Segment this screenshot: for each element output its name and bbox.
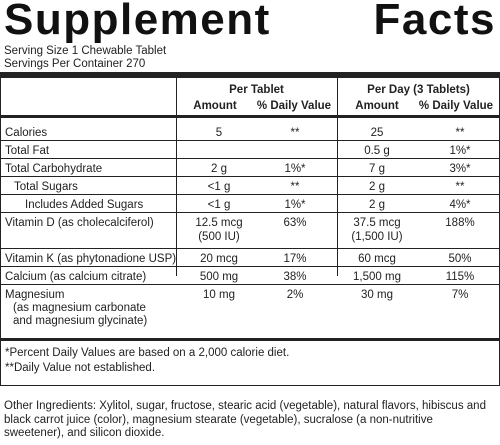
row-dv-per-day: 188% (445, 217, 475, 229)
row-amount-per-tablet: 20 mcg (200, 253, 238, 265)
title-word-facts: Facts (373, 0, 496, 44)
row-divider (0, 284, 500, 285)
row-amount-per-tablet: 10 mg (203, 289, 235, 301)
row-amount-per-day: 7 g (369, 163, 385, 175)
row-amount-per-day: 0.5 g (364, 145, 390, 157)
other-ingredients: Other Ingredients: Xylitol, sugar, fruct… (4, 400, 486, 439)
header-per-day: Per Day (3 Tablets) (367, 84, 470, 96)
row-name-detail: (as magnesium carbonate (13, 302, 146, 314)
row-name: Total Carbohydrate (5, 163, 103, 175)
header-amount-1: Amount (193, 100, 237, 112)
row-amount-per-day: 30 mg (361, 289, 393, 301)
row-name: Calories (5, 127, 48, 139)
header-rule (0, 115, 500, 118)
row-name-detail: and magnesium glycinate) (13, 315, 148, 327)
row-name: Vitamin K (as phytonadione USP) (5, 253, 177, 265)
row-dv-per-day: ** (455, 127, 465, 139)
row-dv-per-tablet: ** (290, 127, 300, 139)
row-divider (0, 176, 500, 177)
row-divider (0, 158, 500, 159)
row-dv-per-tablet: 63% (283, 217, 307, 229)
row-dv-per-tablet: 38% (283, 271, 307, 283)
header-amount-2: Amount (355, 100, 399, 112)
row-amount-per-day: 1,500 mg (353, 271, 401, 283)
row-amount-per-day: 25 (370, 127, 384, 139)
row-divider (0, 212, 500, 213)
row-amount-per-day: 37.5 mcg (353, 217, 401, 229)
row-dv-per-day: ** (455, 181, 465, 193)
row-amount-per-tablet: 2 g (211, 163, 227, 175)
row-amount-per-tablet: <1 g (207, 199, 231, 211)
row-dv-per-tablet: 1%* (284, 199, 306, 211)
footnote-daily-values: *Percent Daily Values are based on a 2,0… (5, 347, 290, 359)
row-amount-per-day-iu: (1,500 IU) (351, 231, 403, 243)
row-dv-per-day: 3%* (449, 163, 471, 175)
row-dv-per-day: 1%* (449, 145, 471, 157)
left-border (0, 72, 1, 385)
bottom-border (0, 385, 500, 386)
row-name: Magnesium (5, 289, 65, 301)
top-rule (0, 72, 500, 78)
title-word-supplement: Supplement (4, 0, 271, 44)
column-divider-2 (337, 78, 338, 276)
row-name: Includes Added Sugars (25, 199, 144, 211)
row-amount-per-tablet: <1 g (207, 181, 231, 193)
row-dv-per-day: 7% (451, 289, 469, 301)
row-name: Total Sugars (14, 181, 78, 193)
row-divider (0, 194, 500, 195)
supplement-facts-title: Supplement Facts (4, 0, 496, 42)
row-dv-per-tablet: 1%* (284, 163, 306, 175)
header-dv-2: % Daily Value (418, 100, 494, 112)
footnote-rule (0, 338, 500, 341)
row-dv-per-tablet: 17% (283, 253, 307, 265)
row-dv-per-tablet: 2% (286, 289, 304, 301)
row-dv-per-tablet: ** (290, 181, 300, 193)
row-amount-per-tablet: 5 (215, 127, 223, 139)
row-name: Total Fat (5, 145, 50, 157)
row-amount-per-tablet: 12.5 mcg (195, 217, 243, 229)
row-dv-per-day: 115% (445, 271, 475, 283)
row-amount-per-tablet-iu: (500 IU) (198, 231, 240, 243)
serving-size: Serving Size 1 Chewable Tablet (4, 45, 167, 57)
row-dv-per-day: 4%* (449, 199, 471, 211)
header-per-tablet: Per Tablet (229, 84, 284, 96)
row-divider (0, 248, 500, 249)
row-name: Vitamin D (as cholecalciferol) (5, 217, 154, 229)
header-dv-1: % Daily Value (256, 100, 332, 112)
row-amount-per-tablet: 500 mg (199, 271, 239, 283)
row-amount-per-day: 2 g (369, 199, 385, 211)
column-divider-1 (176, 78, 177, 276)
row-dv-per-day: 50% (448, 253, 472, 265)
servings-per-container: Servings Per Container 270 (4, 58, 146, 70)
footnote-not-established: **Daily Value not established. (5, 362, 156, 374)
row-divider (0, 140, 500, 141)
row-amount-per-day: 60 mcg (358, 253, 396, 265)
row-amount-per-day: 2 g (369, 181, 385, 193)
facts-table: Per Tablet Per Day (3 Tablets) Amount % … (0, 72, 500, 386)
row-divider (0, 266, 500, 267)
row-name: Calcium (as calcium citrate) (5, 271, 147, 283)
